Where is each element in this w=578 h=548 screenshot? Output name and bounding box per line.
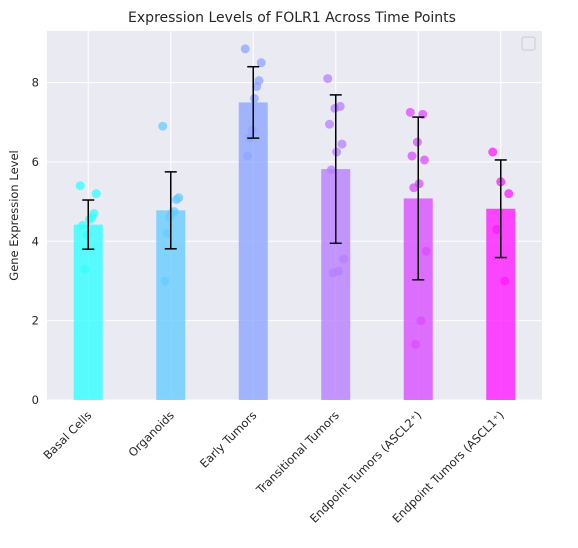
- data-point: [243, 151, 253, 161]
- data-point: [160, 276, 170, 286]
- x-ticks: Basal Cells Organoids Early TumorsTransiti…: [40, 408, 506, 525]
- y-tick-label: 0: [32, 393, 39, 407]
- data-point: [323, 74, 333, 84]
- y-ticks: 0 2 4 6 8: [32, 76, 39, 407]
- plot-area: [47, 31, 542, 400]
- data-point: [158, 121, 168, 131]
- data-point: [488, 147, 498, 157]
- data-point: [171, 195, 181, 205]
- y-tick-label: 8: [32, 76, 39, 90]
- data-point: [492, 224, 502, 234]
- legend: [521, 36, 536, 51]
- x-tick-label: Transitional Tumors: [253, 408, 342, 497]
- y-axis-label: Gene Expression Level: [7, 150, 21, 280]
- x-tick-label: Basal Cells: [40, 408, 94, 462]
- data-point: [162, 228, 172, 238]
- data-point: [421, 246, 431, 256]
- data-point: [416, 316, 426, 326]
- chart-title: Expression Levels of FOLR1 Across Time P…: [128, 10, 456, 26]
- data-point: [249, 93, 259, 103]
- error-bars: [82, 65, 507, 281]
- data-point: [412, 137, 422, 147]
- data-point: [78, 220, 88, 230]
- data-point: [339, 254, 349, 264]
- data-point: [330, 103, 340, 113]
- data-point: [75, 181, 85, 191]
- data-point: [247, 125, 257, 135]
- data-point: [328, 268, 338, 278]
- y-tick-label: 4: [32, 234, 39, 248]
- data-point: [407, 151, 417, 161]
- data-point: [252, 82, 262, 92]
- data-points: [75, 44, 514, 349]
- data-point: [405, 107, 415, 117]
- data-point: [500, 276, 510, 286]
- bar: [238, 102, 268, 400]
- data-point: [409, 183, 419, 193]
- x-tick-label: Organoids: [125, 408, 176, 459]
- data-point: [82, 230, 92, 240]
- data-point: [165, 212, 175, 222]
- y-tick-label: 2: [32, 314, 39, 328]
- data-point: [80, 264, 90, 274]
- data-point: [419, 155, 429, 165]
- y-tick-label: 6: [32, 155, 39, 169]
- data-point: [240, 44, 250, 54]
- bar: [73, 224, 103, 400]
- data-point: [256, 58, 266, 68]
- data-point: [91, 189, 101, 199]
- data-point: [332, 147, 342, 157]
- data-point: [337, 139, 347, 149]
- data-point: [326, 165, 336, 175]
- data-point: [84, 214, 94, 224]
- data-point: [411, 339, 421, 349]
- bars: [73, 102, 516, 400]
- data-point: [325, 119, 335, 129]
- x-tick-label: Early Tumors: [197, 408, 259, 470]
- data-point: [504, 189, 514, 199]
